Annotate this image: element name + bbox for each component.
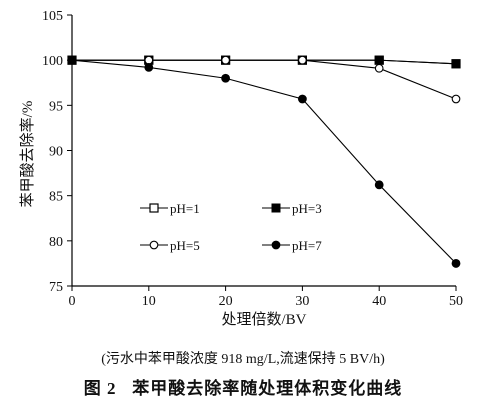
- legend-item-ph-5: pH=5: [140, 238, 200, 253]
- y-tick-label: 105: [42, 9, 63, 24]
- x-tick-label: 10: [142, 294, 156, 309]
- data-point-ph-7: [144, 62, 154, 72]
- y-tick-label: 100: [42, 54, 63, 69]
- y-tick-label: 90: [49, 145, 63, 160]
- series-ph-1: [67, 55, 461, 69]
- figure-note: (污水中苯甲酸浓度 918 mg/L,流速保持 5 BV/h): [101, 350, 385, 367]
- data-point-ph-5: [221, 55, 230, 65]
- data-point-ph-7: [298, 94, 307, 104]
- data-point-ph-5: [451, 94, 461, 104]
- legend-item-ph-1: pH=1: [140, 201, 200, 216]
- y-tick-label: 80: [49, 235, 63, 250]
- series-ph-7: [67, 55, 461, 268]
- data-point-ph-5: [144, 55, 154, 65]
- x-axis-label: 处理倍数/BV: [221, 311, 306, 328]
- legend-label: pH=7: [292, 238, 322, 253]
- x-tick-label: 50: [449, 294, 463, 309]
- data-point-ph-5: [298, 55, 307, 65]
- legend-marker-ph-5: [149, 240, 159, 250]
- data-point-ph-3: [451, 59, 461, 69]
- data-point-ph-7: [451, 259, 461, 268]
- series-group: [67, 55, 461, 268]
- figure-caption: 图 2 苯甲酸去除率随处理体积变化曲线: [84, 378, 403, 398]
- legend-marker-ph-3: [271, 203, 281, 213]
- series-line-ph-7: [71, 59, 457, 264]
- legend-marker-ph-7: [271, 240, 281, 250]
- y-tick-label: 75: [49, 280, 63, 295]
- x-tick-label: 20: [219, 294, 233, 309]
- legend-label: pH=5: [170, 238, 200, 253]
- y-tick-label: 95: [49, 99, 63, 114]
- x-tick-label: 30: [295, 294, 309, 309]
- series-line-ph-5: [72, 59, 457, 100]
- legend-item-ph-7: pH=7: [262, 238, 322, 253]
- data-point-ph-3: [374, 55, 384, 65]
- legend-item-ph-3: pH=3: [262, 201, 322, 216]
- data-point-ph-7: [374, 180, 384, 190]
- x-tick-label: 40: [372, 294, 386, 309]
- legend-label: pH=3: [292, 201, 322, 216]
- x-tick-labels: 0 10 20 30 40 50: [69, 294, 464, 309]
- axes: [67, 14, 457, 291]
- y-tick-label: 85: [49, 190, 63, 205]
- y-axis-label: 苯甲酸去除率/%: [19, 101, 36, 208]
- series-ph-3: [67, 55, 461, 69]
- data-point-ph-7: [221, 73, 231, 83]
- series-ph-5: [67, 55, 461, 104]
- legend: pH=1 pH=3 pH=5 pH=7: [140, 201, 322, 253]
- legend-label: pH=1: [170, 201, 200, 216]
- x-tick-label: 0: [69, 294, 76, 309]
- data-point-ph-7: [67, 55, 77, 65]
- legend-marker-ph-1: [149, 203, 159, 213]
- data-point-ph-5: [374, 63, 384, 73]
- y-tick-labels: 75 80 85 90 95 100 105: [42, 9, 63, 295]
